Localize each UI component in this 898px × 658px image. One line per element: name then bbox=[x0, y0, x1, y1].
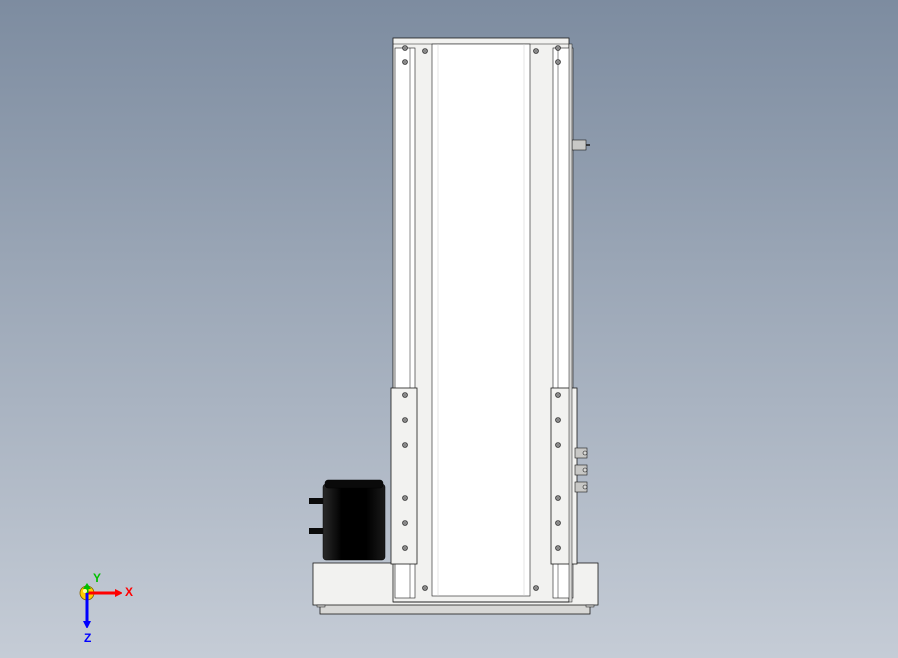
orientation-triad[interactable]: X Y Z bbox=[52, 558, 122, 628]
cad-model-view bbox=[0, 0, 898, 658]
axis-z-label: Z bbox=[84, 631, 91, 645]
axis-x-label: X bbox=[125, 585, 133, 599]
axis-y-label: Y bbox=[93, 571, 101, 585]
cad-viewport[interactable]: X Y Z bbox=[0, 0, 898, 658]
